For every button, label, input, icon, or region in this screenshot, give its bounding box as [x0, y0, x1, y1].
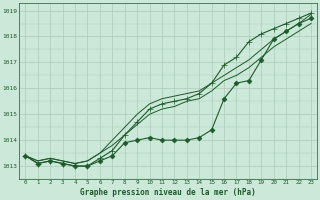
X-axis label: Graphe pression niveau de la mer (hPa): Graphe pression niveau de la mer (hPa) [80, 188, 256, 197]
